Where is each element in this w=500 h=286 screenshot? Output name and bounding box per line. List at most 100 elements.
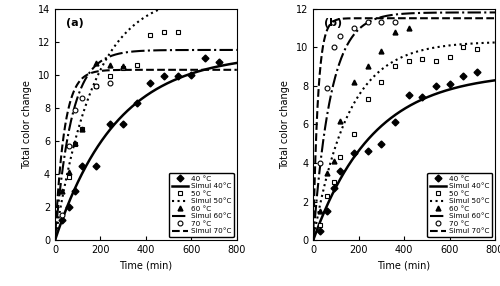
Line: 70 °C: 70 °C (318, 20, 398, 165)
Simul 50°C (177, 1, 183, 4)
Simul 60°C (197, 48, 203, 52)
40 °C (433, 84, 439, 88)
Line: Simul 60°C: Simul 60°C (55, 50, 237, 240)
60 °C (93, 61, 99, 65)
40 °C (106, 123, 112, 126)
60 °C (120, 65, 126, 68)
50 °C (433, 59, 439, 62)
70 °C (80, 96, 86, 100)
40 °C (202, 57, 208, 60)
50 °C (460, 45, 466, 49)
40 °C (134, 101, 140, 105)
40 °C (392, 121, 398, 124)
Simul 60°C (328, 90, 334, 93)
Simul 50°C (492, 41, 498, 44)
60 °C (330, 159, 336, 163)
40 °C (351, 152, 357, 155)
Simul 60°C (132, 49, 138, 53)
Simul 70°C (194, 68, 200, 72)
40 °C (324, 210, 330, 213)
Simul 40°C (126, 108, 132, 112)
Simul 40°C (70, 190, 76, 193)
Y-axis label: Total color change: Total color change (22, 80, 32, 169)
50 °C (420, 57, 426, 60)
60 °C (338, 119, 344, 122)
Simul 40°C (132, 102, 138, 106)
70 °C (330, 45, 336, 49)
50 °C (161, 30, 167, 33)
70 °C (364, 20, 370, 24)
Simul 60°C (384, 14, 390, 17)
Line: 60 °C: 60 °C (60, 61, 126, 193)
Simul 60°C (492, 11, 498, 14)
60 °C (364, 65, 370, 68)
Simul 40°C (435, 92, 441, 95)
50 °C (330, 181, 336, 184)
Line: 60 °C: 60 °C (318, 25, 411, 214)
Simul 50°C (310, 239, 316, 242)
70 °C (106, 81, 112, 85)
70 °C (66, 144, 71, 148)
70 °C (392, 20, 398, 24)
60 °C (317, 210, 323, 213)
Simul 50°C (126, 28, 132, 32)
Simul 60°C (52, 239, 58, 242)
Simul 40°C (492, 79, 498, 82)
50 °C (174, 30, 180, 33)
Simul 60°C (234, 48, 240, 52)
60 °C (59, 189, 65, 192)
Simul 40°C (177, 76, 183, 80)
50 °C (406, 59, 411, 62)
Simul 70°C (126, 68, 132, 72)
Simul 50°C (328, 157, 334, 160)
50 °C (120, 66, 126, 70)
X-axis label: Time (min): Time (min) (120, 261, 172, 271)
Simul 70°C (177, 68, 183, 72)
40 °C (148, 81, 154, 85)
Simul 40°C (234, 61, 240, 65)
40 °C (330, 186, 336, 190)
Simul 50°C (52, 239, 58, 242)
Simul 50°C (70, 145, 76, 148)
60 °C (406, 26, 411, 29)
Simul 70°C (384, 17, 390, 20)
60 °C (351, 80, 357, 84)
Simul 70°C (197, 68, 203, 72)
Line: 70 °C: 70 °C (60, 81, 112, 218)
Text: (b): (b) (324, 18, 342, 28)
Line: 50 °C: 50 °C (318, 45, 479, 227)
70 °C (324, 86, 330, 90)
50 °C (364, 98, 370, 101)
Line: Simul 70°C: Simul 70°C (55, 70, 237, 240)
Line: 50 °C: 50 °C (66, 29, 180, 180)
60 °C (106, 63, 112, 67)
50 °C (338, 156, 344, 159)
50 °C (72, 142, 78, 146)
Simul 70°C (390, 17, 396, 20)
Simul 40°C (52, 239, 58, 242)
Line: Simul 60°C: Simul 60°C (313, 13, 495, 240)
40 °C (474, 71, 480, 74)
50 °C (351, 132, 357, 136)
Simul 40°C (328, 194, 334, 197)
Line: 40 °C: 40 °C (60, 56, 221, 223)
Simul 70°C (328, 21, 334, 24)
70 °C (378, 20, 384, 24)
Simul 60°C (194, 48, 200, 52)
Line: 40 °C: 40 °C (318, 70, 479, 233)
Simul 40°C (310, 239, 316, 242)
50 °C (378, 80, 384, 84)
Text: (a): (a) (66, 18, 84, 28)
Simul 60°C (126, 50, 132, 54)
70 °C (72, 108, 78, 111)
Simul 60°C (452, 11, 458, 14)
Simul 70°C (455, 17, 461, 20)
60 °C (72, 141, 78, 144)
Simul 70°C (132, 68, 138, 72)
50 °C (474, 47, 480, 51)
40 °C (460, 74, 466, 78)
Simul 70°C (234, 68, 240, 72)
Line: Simul 70°C: Simul 70°C (313, 18, 495, 240)
X-axis label: Time (min): Time (min) (378, 261, 430, 271)
Line: Simul 40°C: Simul 40°C (313, 80, 495, 240)
